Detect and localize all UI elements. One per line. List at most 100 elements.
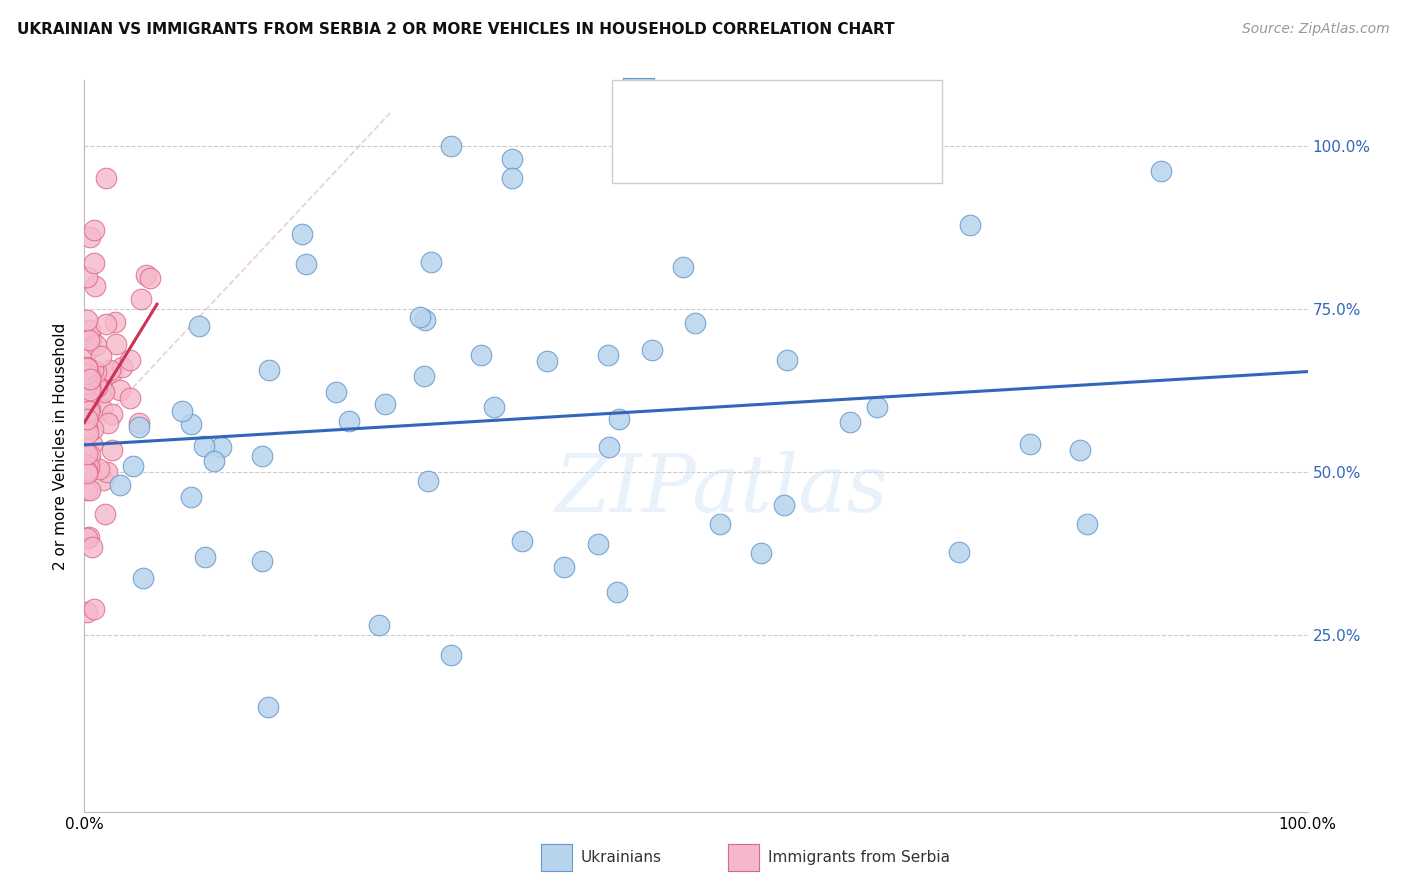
Point (76, 421, 98, 435)
Point (84, 278, 107, 293)
Point (108, 383, 131, 397)
Point (79, 483, 101, 498)
Point (108, 478, 131, 492)
Point (257, 700, 280, 714)
Point (76, 458, 98, 473)
Point (409, 310, 432, 325)
Point (79, 383, 101, 397)
Point (101, 365, 124, 379)
Point (76, 361, 98, 376)
Point (79, 323, 101, 337)
Point (86, 338, 108, 352)
Point (250, 554, 273, 568)
Point (751, 546, 773, 560)
Text: R =: R = (665, 83, 704, 101)
Point (337, 414, 360, 428)
Point (79, 448, 101, 462)
Point (640, 343, 662, 357)
Point (111, 360, 134, 375)
Text: Immigrants from Serbia: Immigrants from Serbia (768, 850, 949, 864)
Point (76, 312, 98, 326)
Point (683, 316, 706, 330)
Point (87, 462, 110, 476)
Point (412, 368, 434, 383)
Point (295, 257, 318, 271)
Point (257, 363, 280, 377)
Point (773, 499, 796, 513)
Point (553, 559, 575, 574)
Point (76, 403, 98, 417)
Point (586, 537, 609, 551)
Point (482, 400, 505, 414)
Point (79, 460, 101, 475)
Point (131, 292, 153, 306)
Point (187, 319, 209, 334)
Point (368, 617, 391, 632)
Point (83, 223, 105, 237)
Point (776, 353, 799, 368)
Point (76, 359, 98, 374)
Point (194, 549, 217, 564)
Point (413, 313, 436, 327)
Point (128, 420, 150, 434)
Point (709, 517, 731, 532)
Point (948, 544, 970, 558)
Point (79, 454, 101, 468)
Point (374, 397, 396, 411)
Y-axis label: 2 or more Vehicles in Household: 2 or more Vehicles in Household (53, 322, 69, 570)
Point (98, 363, 121, 377)
Point (671, 260, 693, 274)
Point (866, 400, 889, 414)
Point (290, 227, 312, 241)
Point (90, 349, 112, 363)
Point (607, 412, 630, 426)
Point (76, 531, 98, 545)
Point (93, 385, 115, 400)
Point (180, 417, 202, 432)
Point (172, 404, 194, 418)
Point (209, 440, 232, 454)
Point (76, 605, 98, 619)
Point (76, 464, 98, 478)
Point (419, 255, 441, 269)
Point (76, 465, 98, 479)
Text: 81: 81 (837, 124, 863, 144)
Point (440, 648, 463, 662)
Text: Ukrainians: Ukrainians (581, 850, 662, 864)
Point (80, 332, 103, 346)
Point (77, 343, 100, 357)
Text: N =: N = (792, 83, 831, 101)
Point (193, 439, 215, 453)
Point (470, 348, 492, 362)
Point (79, 372, 101, 386)
Point (84, 366, 107, 380)
Point (1076, 517, 1098, 532)
Point (76, 393, 98, 408)
Text: UKRAINIAN VS IMMIGRANTS FROM SERBIA 2 OR MORE VEHICLES IN HOUSEHOLD CORRELATION : UKRAINIAN VS IMMIGRANTS FROM SERBIA 2 OR… (17, 22, 894, 37)
Point (83, 602, 105, 616)
Point (120, 391, 142, 405)
Point (83, 256, 105, 270)
Point (180, 490, 202, 504)
Point (82, 369, 104, 384)
Point (82, 422, 104, 436)
Point (76, 368, 98, 382)
Point (79, 381, 101, 395)
Point (97, 417, 120, 431)
Point (1019, 436, 1042, 450)
Point (79, 368, 101, 383)
Point (104, 316, 127, 330)
Point (90, 402, 112, 417)
Point (252, 450, 274, 464)
Point (80, 375, 103, 389)
Point (1150, 164, 1173, 178)
Text: 0.271: 0.271 (713, 124, 775, 144)
Point (440, 138, 463, 153)
Point (139, 270, 162, 285)
Point (80, 540, 103, 554)
Point (77, 404, 100, 418)
Text: 0.074: 0.074 (713, 82, 775, 102)
Point (510, 533, 533, 548)
Point (76, 462, 98, 476)
Point (96, 171, 118, 186)
